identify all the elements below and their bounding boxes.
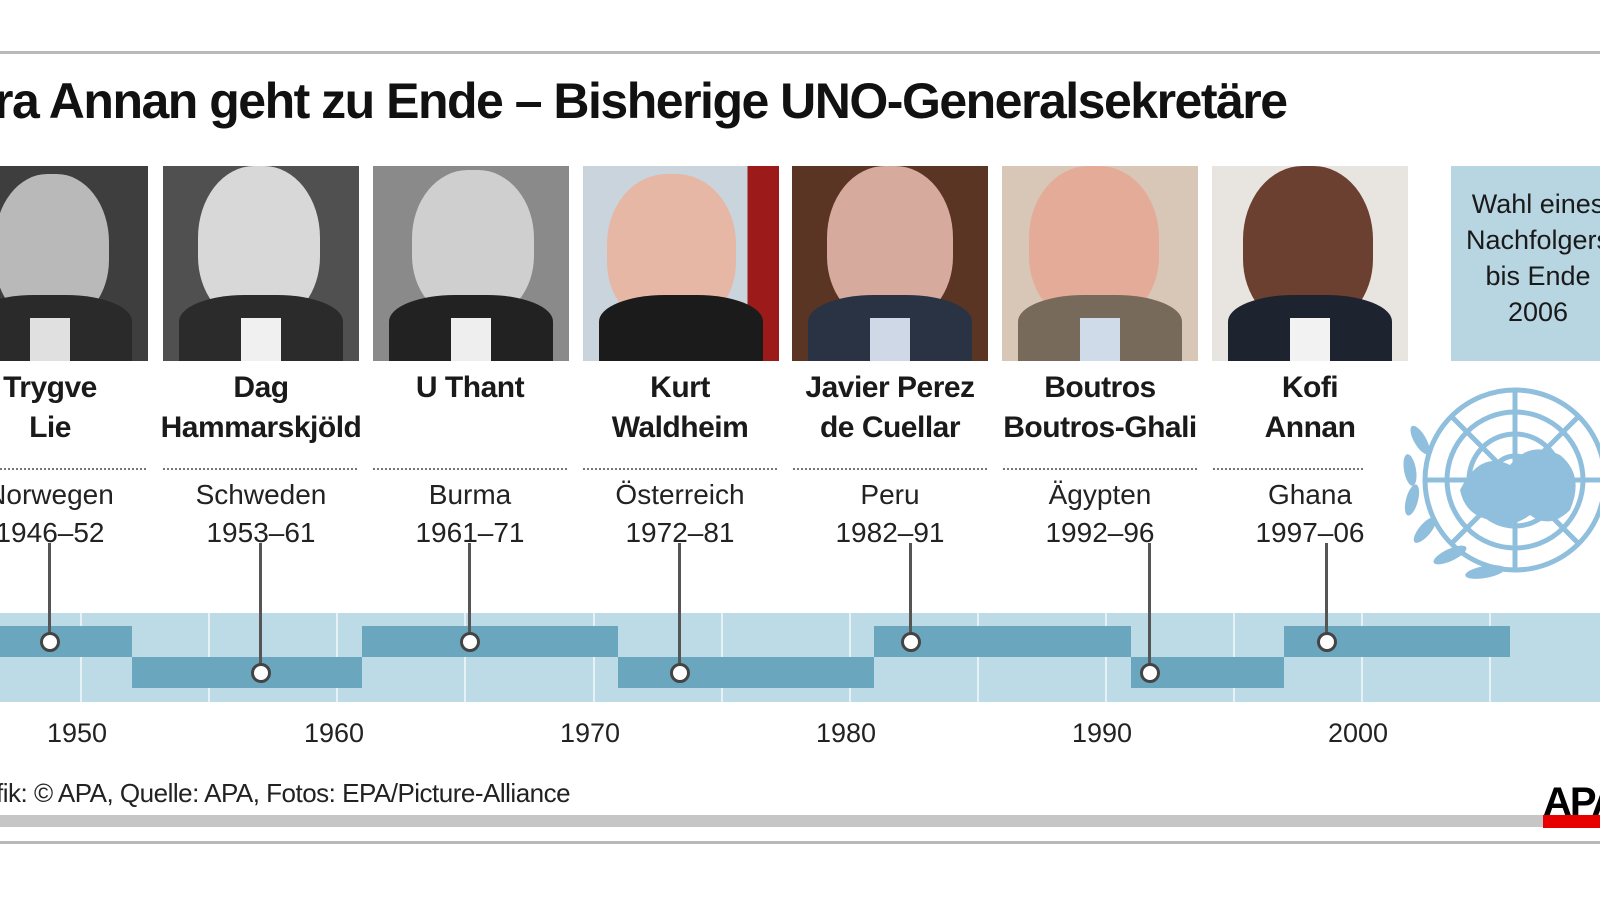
top-rule <box>0 51 1600 54</box>
name-line: Trygve <box>3 371 97 404</box>
name-line: Kofi <box>1281 371 1339 404</box>
name-line: Kurt <box>650 371 710 404</box>
successor-line-4: 2006 <box>1507 297 1569 327</box>
marker-kurt-waldheim <box>670 663 690 683</box>
info-u-thant: Burma 1961–71 <box>365 476 575 552</box>
tick-1960: 1960 <box>303 718 365 748</box>
separator <box>793 468 987 470</box>
name-line: U Thant <box>415 371 525 404</box>
term: 1997–06 <box>1255 517 1365 548</box>
term: 1946–52 <box>0 517 105 548</box>
term-bar-u-thant <box>362 626 618 657</box>
name-kofi-annan: Kofi Annan <box>1205 368 1415 448</box>
term: 1982–91 <box>835 517 945 548</box>
photo-kurt-waldheim <box>583 166 779 361</box>
gridline-1985 <box>977 613 979 702</box>
name-u-thant: U Thant <box>365 368 575 408</box>
info-dag-hammarskjold: Schweden 1953–61 <box>156 476 366 552</box>
successor-line-1: Wahl eines <box>1471 189 1600 219</box>
marker-javier-perez-de-cuellar <box>901 632 921 652</box>
term-bar-trygve-lie <box>0 626 132 657</box>
name-boutros-boutros-ghali: Boutros Boutros-Ghali <box>995 368 1205 448</box>
photo-boutros-boutros-ghali <box>1002 166 1198 361</box>
info-javier-perez-de-cuellar: Peru 1982–91 <box>785 476 995 552</box>
marker-stem <box>259 543 262 664</box>
gridline-2000 <box>1361 613 1363 702</box>
successor-box <box>1451 166 1600 361</box>
name-line: Boutros <box>1044 371 1156 404</box>
separator <box>373 468 567 470</box>
gridline-1990 <box>1105 613 1107 702</box>
country: Ghana <box>1267 479 1353 510</box>
separator <box>1003 468 1197 470</box>
info-kofi-annan: Ghana 1997–06 <box>1205 476 1415 552</box>
term: 1961–71 <box>415 517 525 548</box>
tick-2000: 2000 <box>1327 718 1389 748</box>
country: Norwegen <box>0 479 114 510</box>
country: Peru <box>860 479 920 510</box>
term-bar-kurt-waldheim <box>618 657 874 688</box>
name-line: Boutros-Ghali <box>1003 411 1197 444</box>
marker-boutros-boutros-ghali <box>1140 663 1160 683</box>
name-line: Annan <box>1264 411 1356 444</box>
successor-line-3: bis Ende <box>1485 261 1591 291</box>
tick-1950: 1950 <box>46 718 108 748</box>
name-line: de Cuellar <box>819 411 961 444</box>
chart-title: ra Annan geht zu Ende – Bisherige UNO-Ge… <box>0 73 1288 129</box>
marker-stem <box>468 543 471 633</box>
term-bar-dag-hammarskjold <box>132 657 362 688</box>
gridline-1965 <box>464 613 466 702</box>
successor-line-2: Nachfolgers <box>1465 225 1600 255</box>
separator <box>583 468 777 470</box>
marker-stem <box>48 543 51 633</box>
info-kurt-waldheim: Österreich 1972–81 <box>575 476 785 552</box>
separator <box>1213 468 1363 470</box>
marker-dag-hammarskjold <box>251 663 271 683</box>
name-line: Dag <box>233 371 289 404</box>
marker-kofi-annan <box>1317 632 1337 652</box>
name-line: Javier Perez <box>805 371 975 404</box>
info-trygve-lie: Norwegen 1946–52 <box>0 476 155 552</box>
tick-1970: 1970 <box>559 718 621 748</box>
gridline-2005 <box>1489 613 1491 702</box>
photo-u-thant <box>373 166 569 361</box>
photo-dag-hammarskjold <box>163 166 359 361</box>
term: 1992–96 <box>1045 517 1155 548</box>
gridline-1970 <box>593 613 595 702</box>
marker-stem <box>678 543 681 664</box>
successor-note: Wahl eines Nachfolgers bis Ende 2006 <box>1438 186 1600 330</box>
name-line: Hammarskjöld <box>160 411 362 444</box>
marker-u-thant <box>460 632 480 652</box>
info-boutros-boutros-ghali: Ägypten 1992–96 <box>995 476 1205 552</box>
tick-1990: 1990 <box>1071 718 1133 748</box>
name-dag-hammarskjold: Dag Hammarskjöld <box>156 368 366 448</box>
gridline-1950 <box>80 613 82 702</box>
country: Österreich <box>615 479 745 510</box>
name-kurt-waldheim: Kurt Waldheim <box>575 368 785 448</box>
separator <box>163 468 357 470</box>
footer-bar <box>0 815 1555 827</box>
term: 1972–81 <box>625 517 735 548</box>
marker-stem <box>909 543 912 633</box>
name-line: Lie <box>29 411 71 444</box>
country: Burma <box>428 479 512 510</box>
term: 1953–61 <box>206 517 316 548</box>
marker-stem <box>1148 543 1151 664</box>
photo-kofi-annan <box>1212 166 1408 361</box>
name-javier-perez-de-cuellar: Javier Perez de Cuellar <box>785 368 995 448</box>
country: Ägypten <box>1048 479 1152 510</box>
country: Schweden <box>195 479 327 510</box>
bottom-rule <box>0 841 1600 844</box>
apa-logo-red-bar <box>1543 815 1600 828</box>
photo-trygve-lie <box>0 166 148 361</box>
marker-stem <box>1325 543 1328 633</box>
separator <box>0 468 146 470</box>
tick-1980: 1980 <box>815 718 877 748</box>
un-emblem-icon <box>1403 387 1600 579</box>
name-trygve-lie: Trygve Lie <box>0 368 155 448</box>
marker-trygve-lie <box>40 632 60 652</box>
photo-javier-perez-de-cuellar <box>792 166 988 361</box>
name-line: Waldheim <box>611 411 749 444</box>
source-credit: fik: © APA, Quelle: APA, Fotos: EPA/Pict… <box>0 778 571 808</box>
